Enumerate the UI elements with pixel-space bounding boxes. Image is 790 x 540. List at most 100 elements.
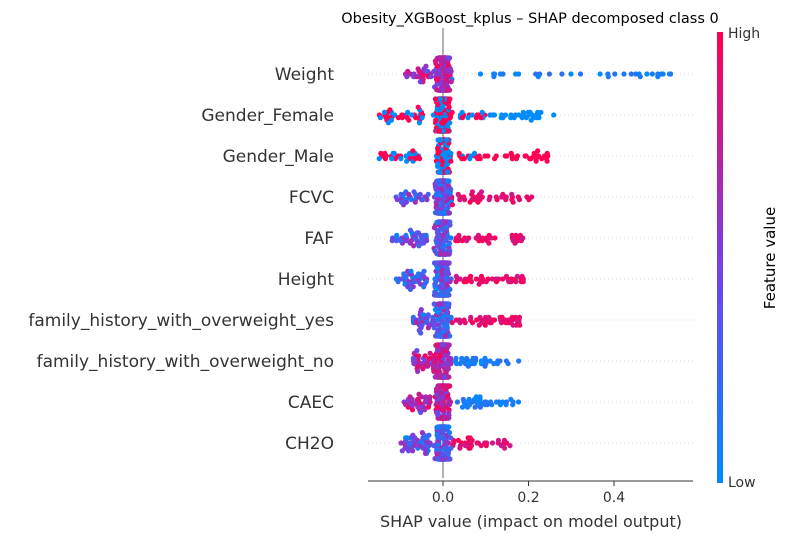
shap-dot bbox=[533, 158, 539, 164]
shap-dot bbox=[491, 74, 497, 80]
shap-dot bbox=[491, 361, 497, 367]
shap-dot bbox=[413, 115, 419, 121]
shap-dot bbox=[459, 109, 465, 115]
shap-dot bbox=[492, 235, 498, 241]
shap-dot bbox=[516, 197, 523, 203]
shap-dot bbox=[457, 197, 463, 203]
shap-dot bbox=[465, 363, 471, 369]
shap-dot bbox=[413, 74, 420, 80]
shap-dot bbox=[445, 178, 451, 184]
shap-dot bbox=[415, 104, 421, 110]
shap-dot bbox=[445, 292, 451, 298]
shap-dot bbox=[393, 238, 399, 244]
shap-dot bbox=[467, 199, 473, 205]
shap-dot bbox=[397, 238, 404, 244]
shap-dot bbox=[441, 301, 447, 307]
shap-dot bbox=[412, 279, 418, 285]
shap-dot bbox=[499, 314, 505, 320]
shap-dot bbox=[476, 322, 482, 328]
shap-dot bbox=[504, 153, 510, 159]
shap-dot bbox=[377, 115, 383, 121]
shap-dot bbox=[503, 273, 509, 279]
shap-dot bbox=[473, 355, 479, 361]
shap-dot bbox=[378, 150, 384, 156]
shap-dot bbox=[419, 430, 425, 436]
shap-dot bbox=[477, 394, 483, 400]
shap-dot bbox=[382, 150, 388, 156]
shap-dot bbox=[423, 394, 429, 400]
shap-dots bbox=[376, 55, 674, 462]
shap-dot bbox=[403, 402, 409, 408]
shap-dot bbox=[444, 137, 450, 143]
shap-dot bbox=[463, 279, 469, 285]
shap-dot bbox=[477, 156, 483, 162]
shap-dot bbox=[483, 279, 489, 285]
shap-dot bbox=[448, 314, 454, 320]
shap-dot bbox=[431, 301, 437, 307]
shap-dot bbox=[487, 112, 493, 118]
shap-dot bbox=[497, 402, 503, 408]
shap-dot bbox=[478, 273, 485, 279]
shap-dot bbox=[462, 443, 468, 449]
shap-dot bbox=[448, 79, 454, 85]
shap-dot bbox=[519, 273, 525, 279]
shap-dot bbox=[411, 189, 417, 195]
shap-dot bbox=[381, 109, 387, 115]
shap-dot bbox=[415, 271, 421, 277]
shap-dot bbox=[390, 150, 396, 156]
shap-dot bbox=[422, 407, 428, 413]
shap-dot bbox=[453, 355, 459, 361]
shap-dot bbox=[465, 115, 471, 121]
shap-dot bbox=[431, 68, 437, 74]
shap-dot bbox=[411, 361, 417, 367]
shap-dot bbox=[510, 402, 516, 408]
shap-dot bbox=[483, 358, 489, 364]
shap-dot bbox=[453, 273, 459, 279]
shap-dot bbox=[443, 251, 449, 257]
shap-dot bbox=[417, 191, 423, 197]
shap-dot bbox=[519, 115, 525, 121]
feature-label: CH2O bbox=[285, 434, 334, 454]
shap-dot bbox=[423, 63, 429, 69]
shap-dot bbox=[401, 271, 407, 277]
shap-dot bbox=[419, 322, 425, 328]
shap-dot bbox=[431, 443, 437, 449]
shap-dot bbox=[389, 156, 395, 162]
shap-dot bbox=[447, 399, 454, 405]
shap-dot bbox=[559, 71, 565, 77]
shap-dot bbox=[448, 158, 454, 164]
shap-dot bbox=[442, 374, 448, 380]
shap-dot bbox=[389, 238, 395, 244]
shap-dot bbox=[534, 115, 540, 121]
shap-dot bbox=[433, 96, 439, 102]
shap-dot bbox=[517, 232, 524, 238]
shap-dot bbox=[430, 314, 436, 320]
shap-dot bbox=[394, 197, 400, 203]
shap-dot bbox=[518, 279, 524, 285]
shap-dot bbox=[476, 281, 482, 287]
shap-dot bbox=[435, 456, 441, 462]
shap-dot bbox=[408, 268, 414, 274]
shap-dot bbox=[438, 260, 444, 266]
shap-dot bbox=[409, 112, 415, 118]
shap-dot bbox=[500, 115, 506, 121]
colorbar bbox=[717, 32, 723, 483]
shap-dot bbox=[528, 117, 534, 123]
shap-dot bbox=[427, 350, 433, 356]
shap-dot bbox=[425, 325, 431, 331]
shap-dot bbox=[459, 404, 466, 410]
shap-dot bbox=[444, 260, 450, 266]
shap-dot bbox=[513, 156, 520, 162]
shap-dot bbox=[418, 307, 424, 313]
shap-dot bbox=[426, 355, 432, 361]
shap-dot bbox=[516, 358, 522, 364]
shap-dot bbox=[443, 415, 450, 421]
shap-dot bbox=[445, 210, 452, 216]
shap-dot bbox=[410, 148, 416, 154]
shap-dot bbox=[448, 150, 454, 156]
colorbar-title: Feature value bbox=[761, 207, 779, 309]
shap-dot bbox=[412, 156, 418, 162]
shap-dot bbox=[520, 109, 526, 115]
shap-dot bbox=[403, 199, 409, 205]
